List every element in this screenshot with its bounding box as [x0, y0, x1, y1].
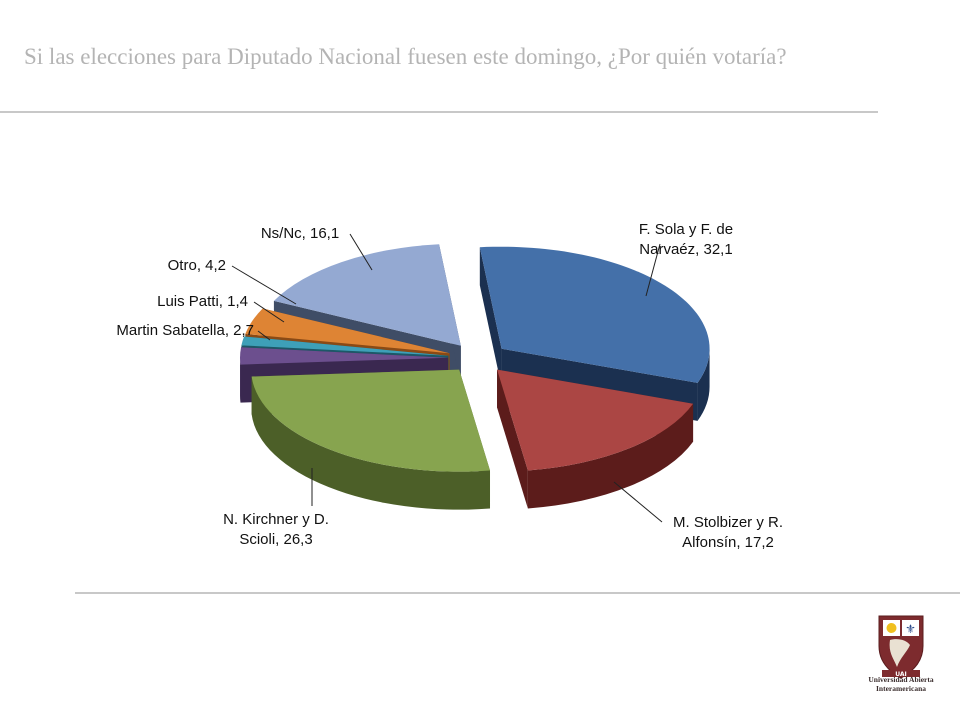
leader-lines — [231, 233, 663, 523]
pie-slice-n-kirchner-y-d-scioli — [251, 369, 491, 472]
data-label: N. Kirchner y D. Scioli, 26,3 — [223, 511, 329, 548]
data-label-line: Otro, 4,2 — [168, 257, 226, 274]
data-label-line: Narvaéz, 32,1 — [639, 241, 732, 258]
pie-slice-martin-sabatella — [240, 347, 449, 365]
leader-line — [253, 301, 285, 323]
pie-slice-side — [479, 247, 502, 387]
slide-title: Si las elecciones para Diputado Nacional… — [24, 44, 787, 69]
svg-text:⚜: ⚜ — [905, 622, 916, 636]
logo-banner: UAI — [895, 671, 907, 678]
university-name: Universidad Abierta Interamericana — [855, 675, 947, 693]
data-labels: F. Sola y F. de Narvaéz, 32,1 M. Stolbizer… — [116, 221, 783, 551]
pie-slice-wall — [251, 376, 491, 510]
data-label: Otro, 4,2 — [168, 257, 226, 274]
pie-slice-wall — [697, 348, 710, 421]
data-label: Ns/Nc, 16,1 — [261, 225, 339, 242]
data-label-line: Luis Patti, 1,4 — [157, 293, 248, 310]
data-label-line: F. Sola y F. de — [639, 221, 733, 238]
data-label-line: N. Kirchner y D. — [223, 511, 329, 528]
bottom-divider — [75, 592, 960, 594]
data-label: Luis Patti, 1,4 — [157, 293, 248, 310]
university-name-line2: Interamericana — [876, 684, 926, 693]
leader-line — [613, 481, 663, 523]
pie-slice-side — [497, 369, 528, 509]
leader-line — [231, 265, 297, 305]
university-crest-logo: ⚜ UAI — [878, 615, 924, 679]
top-divider — [0, 111, 878, 113]
data-label-line: M. Stolbizer y R. — [673, 514, 783, 531]
pie-slice-tops — [240, 244, 710, 472]
leader-line — [349, 233, 373, 271]
leader-line — [645, 243, 661, 297]
pie-slice-ns-nc — [273, 244, 461, 346]
data-label: M. Stolbizer y R. Alfonsín, 17,2 — [673, 514, 783, 551]
data-label-line: Alfonsín, 17,2 — [682, 534, 774, 551]
data-label-line: Martin Sabatella, 2,7 — [116, 322, 254, 339]
pie-slice-f-sola-y-f-de-narva-z — [479, 246, 710, 383]
data-label: Martin Sabatella, 2,7 — [116, 322, 254, 339]
pie-slice-luis-patti — [241, 336, 449, 356]
pie-slice-wall — [527, 403, 694, 509]
university-name-line1: Universidad Abierta — [868, 675, 934, 684]
data-label-line: Scioli, 26,3 — [239, 531, 312, 548]
data-label-line: Ns/Nc, 16,1 — [261, 225, 339, 242]
pie-slice-m-stolbizer-y-r-alfons-n — [497, 369, 694, 471]
data-label: F. Sola y F. de Narvaéz, 32,1 — [639, 221, 733, 258]
pie-slice-otro — [245, 308, 450, 354]
leader-line — [257, 330, 271, 341]
